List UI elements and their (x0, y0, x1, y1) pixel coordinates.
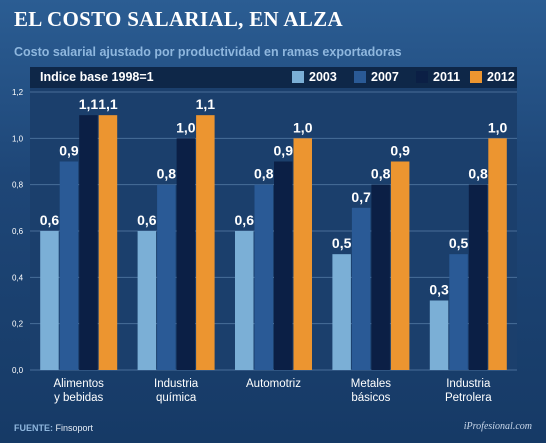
legend-label-2003: 2003 (309, 70, 337, 84)
legend-label-2012: 2012 (487, 70, 515, 84)
y-tick-label: 1,0 (12, 134, 24, 143)
bar-2012 (196, 115, 215, 371)
y-tick-label: 0,4 (12, 273, 24, 282)
data-label: 0,9 (390, 143, 410, 159)
category-label: Alimentos (53, 378, 104, 390)
data-label: 1,0 (488, 119, 508, 135)
data-label: 0,6 (137, 212, 157, 228)
y-tick-label: 1,2 (12, 88, 24, 97)
legend-swatch-2003 (292, 71, 304, 83)
legend-swatch-2007 (354, 71, 366, 83)
bar-2007 (449, 254, 468, 370)
data-label: 0,3 (429, 282, 449, 298)
data-label: 0,8 (157, 166, 177, 182)
y-tick-label: 0,2 (12, 320, 24, 329)
brand-logo: iProfesional.com (463, 421, 532, 432)
bar-2012 (98, 115, 118, 371)
data-label: 1,0 (176, 119, 196, 135)
bar-2007 (351, 207, 371, 370)
bar-2003 (429, 300, 449, 370)
bar-2003 (332, 254, 351, 370)
category-label: química (156, 392, 197, 404)
data-label: 0,6 (235, 212, 255, 228)
bar-2011 (176, 138, 196, 370)
bar-chart: 0,00,20,40,60,81,01,20,60,91,1 1,1Aliment… (12, 88, 517, 404)
data-label: 0,7 (351, 189, 371, 205)
data-label: 1,1 (196, 96, 216, 112)
bar-2007 (157, 184, 176, 370)
category-label: Metales (351, 378, 392, 390)
category-label: básicos (351, 392, 390, 404)
data-label: 0,6 (40, 212, 60, 228)
bar-2007 (59, 161, 79, 370)
data-label: 0,8 (254, 166, 274, 182)
data-label: 1,1 (98, 96, 118, 112)
bar-2007 (254, 184, 273, 370)
bar-2003 (137, 231, 157, 370)
bar-2012 (293, 138, 312, 370)
bar-2003 (235, 231, 254, 370)
bar-2011 (79, 115, 98, 371)
data-label: 0,8 (371, 166, 391, 182)
bar-2012 (390, 161, 410, 370)
category-label: Industria (154, 378, 199, 390)
y-tick-label: 0,8 (12, 181, 24, 190)
bar-2011 (274, 161, 293, 370)
category-label: Industria (446, 378, 491, 390)
bar-2011 (371, 184, 390, 370)
category-label: Automotriz (246, 378, 301, 390)
y-tick-label: 0,6 (12, 227, 24, 236)
data-label: 0,9 (274, 143, 294, 159)
category-label: y bebidas (54, 392, 103, 404)
data-label: 0,5 (332, 235, 352, 251)
page-title: EL COSTO SALARIAL, EN ALZA (14, 7, 343, 31)
source-label: FUENTE: (14, 423, 53, 433)
data-label: 1,0 (293, 119, 313, 135)
bar-2011 (468, 184, 488, 370)
source-note: FUENTE: Finsoport (14, 423, 93, 433)
index-base-caption: Indice base 1998=1 (40, 70, 154, 84)
data-label: 0,9 (59, 143, 79, 159)
y-tick-label: 0,0 (12, 366, 24, 375)
bar-2012 (488, 138, 507, 370)
category-label: Petrolera (445, 392, 492, 404)
data-label: 1,1 (79, 96, 99, 112)
legend-label-2007: 2007 (371, 70, 399, 84)
data-label: 0,8 (468, 166, 488, 182)
legend-swatch-2012 (470, 71, 482, 83)
chart-subtitle: Costo salarial ajustado por productivida… (14, 45, 402, 59)
legend-label-2011: 2011 (433, 70, 461, 84)
source-value: Finsoport (55, 423, 94, 433)
data-label: 0,5 (449, 235, 469, 251)
legend-swatch-2011 (416, 71, 428, 83)
legend-bar: Indice base 1998=1 2003 2007 2011 2012 (30, 67, 517, 88)
bar-2003 (40, 231, 59, 370)
